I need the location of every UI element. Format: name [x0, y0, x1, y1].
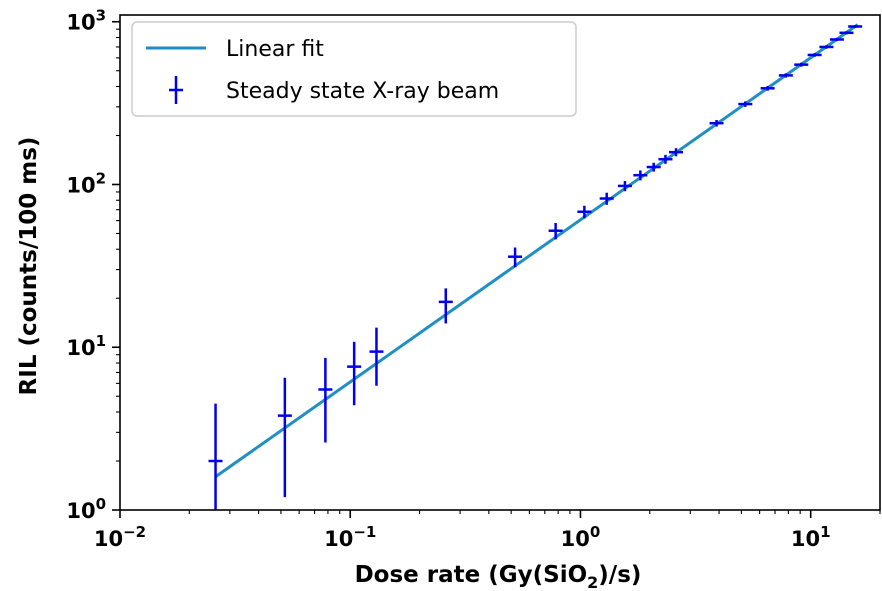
x-tick-exponent: 0 [590, 523, 600, 541]
y-tick-label: 103 [66, 7, 106, 35]
y-tick-exponent: 3 [96, 7, 106, 25]
x-axis-label: Dose rate (Gy(SiO2)/s) [355, 562, 642, 591]
data-point [633, 170, 648, 181]
data-point [807, 53, 822, 57]
linear-fit-line [214, 23, 859, 479]
data-point [277, 377, 292, 498]
data-point [208, 403, 223, 510]
y-tick-base: 10 [66, 336, 95, 360]
x-tick-exponent: −1 [353, 523, 376, 541]
x-tick-exponent: −2 [123, 523, 146, 541]
data-point [438, 288, 453, 324]
data-point [577, 205, 592, 219]
y-tick-base: 10 [66, 11, 95, 35]
legend-linear-fit-label: Linear fit [226, 37, 324, 62]
data-point [318, 357, 333, 443]
plot-area [208, 23, 863, 510]
x-tick-label: 100 [561, 523, 601, 551]
legend-steady-state-label: Steady state X-ray beam [226, 79, 499, 104]
legend: Linear fit Steady state X-ray beam [131, 21, 577, 117]
x-tick-base: 10 [791, 527, 820, 551]
data-point [599, 192, 614, 205]
data-point [794, 62, 809, 67]
x-tick-base: 10 [94, 527, 123, 551]
data-point [347, 341, 362, 406]
y-tick-exponent: 1 [96, 332, 106, 350]
data-point [646, 162, 661, 172]
data-point [760, 85, 775, 91]
x-tick-base: 10 [561, 527, 590, 551]
x-axis-label-subscript: 2 [587, 573, 598, 591]
y-tick-label: 102 [66, 169, 106, 197]
data-point [709, 120, 724, 127]
data-point [508, 247, 523, 268]
data-point [617, 181, 632, 192]
data-point [658, 154, 673, 164]
data-point [778, 73, 793, 78]
y-axis-label: RIL (counts/100 ms) [16, 137, 42, 396]
y-tick-label: 101 [66, 332, 106, 360]
x-tick-label: 10−1 [324, 523, 376, 551]
plot-frame [119, 14, 881, 511]
x-tick-label: 10−2 [94, 523, 146, 551]
data-point [548, 222, 563, 240]
data-point [369, 327, 384, 386]
legend-box [131, 21, 577, 117]
y-tick-label: 100 [66, 495, 106, 523]
x-axis-label-prefix: Dose rate (Gy(SiO [355, 562, 588, 588]
data-point [819, 45, 834, 49]
data-point [829, 37, 844, 42]
x-tick-exponent: 1 [820, 523, 830, 541]
x-axis-label-suffix: )/s) [598, 562, 641, 588]
x-tick-base: 10 [324, 527, 353, 551]
data-point [738, 101, 753, 107]
data-point [669, 148, 684, 157]
y-tick-exponent: 2 [96, 169, 106, 187]
y-tick-base: 10 [66, 173, 95, 197]
data-point [848, 24, 863, 29]
data-point [839, 31, 854, 35]
y-tick-exponent: 0 [96, 495, 106, 513]
legend-errorbar-swatch [169, 76, 183, 104]
y-tick-base: 10 [66, 499, 95, 523]
x-tick-label: 101 [791, 523, 831, 551]
